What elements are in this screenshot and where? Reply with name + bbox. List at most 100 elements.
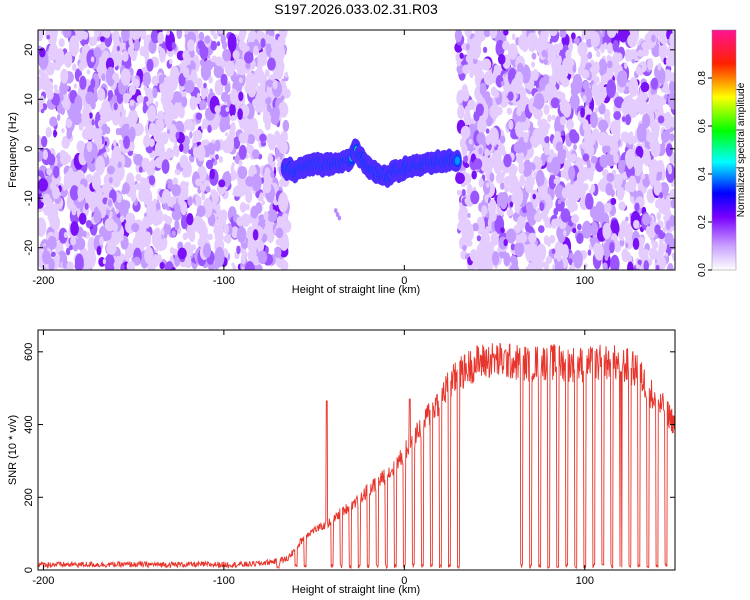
- snr-y-tick-label: 600: [23, 343, 35, 361]
- noise-speck: [485, 128, 490, 134]
- noise-speck: [226, 123, 231, 130]
- noise-speck: [138, 166, 143, 173]
- noise-speck: [105, 229, 112, 241]
- noise-speck: [553, 67, 558, 76]
- noise-speck: [236, 58, 247, 76]
- noise-speck: [664, 73, 671, 82]
- noise-speck: [167, 123, 177, 138]
- noise-speck: [207, 124, 212, 133]
- noise-speck: [199, 182, 207, 193]
- noise-speck: [157, 31, 164, 45]
- noise-speck: [489, 172, 495, 182]
- noise-speck: [38, 150, 44, 161]
- noise-speck: [157, 45, 162, 52]
- noise-speck: [220, 73, 228, 86]
- noise-speck: [661, 130, 671, 143]
- noise-speck: [558, 42, 564, 51]
- noise-speck: [527, 261, 534, 270]
- noise-speck: [538, 185, 548, 201]
- noise-speck: [101, 73, 106, 82]
- noise-speck: [543, 104, 550, 115]
- noise-speck: [133, 153, 144, 166]
- noise-speck: [648, 61, 654, 68]
- noise-speck: [534, 92, 545, 110]
- noise-speck: [467, 239, 473, 247]
- noise-speck: [280, 259, 289, 270]
- noise-speck: [225, 233, 232, 244]
- noise-speck: [613, 152, 619, 164]
- noise-speck: [610, 254, 620, 270]
- noise-speck: [111, 148, 119, 160]
- noise-speck: [263, 210, 269, 221]
- noise-speck: [149, 122, 156, 136]
- snr-y-label: SNR (10 * v/v): [7, 415, 19, 485]
- noise-speck: [470, 40, 482, 60]
- noise-speck: [104, 151, 108, 158]
- snr-y-ticks: 0 200 400 600: [23, 343, 675, 573]
- noise-speck: [112, 72, 120, 82]
- noise-speck: [482, 46, 488, 54]
- noise-speck: [633, 219, 640, 229]
- noise-speck: [85, 219, 92, 229]
- noise-speck: [627, 261, 634, 270]
- noise-speck: [147, 105, 157, 123]
- noise-speck: [110, 231, 121, 246]
- noise-speck: [90, 100, 96, 110]
- noise-speck: [667, 164, 672, 172]
- noise-speck: [497, 53, 506, 65]
- noise-speck: [142, 216, 149, 229]
- noise-speck: [593, 76, 600, 84]
- noise-speck: [38, 47, 46, 58]
- noise-speck: [218, 179, 226, 188]
- noise-speck: [550, 97, 560, 109]
- noise-speck: [456, 59, 462, 67]
- noise-speck: [179, 154, 189, 169]
- noise-speck: [236, 216, 245, 227]
- noise-speck: [52, 93, 60, 107]
- noise-speck: [59, 149, 67, 159]
- noise-speck: [611, 133, 620, 143]
- noise-speck: [215, 238, 221, 246]
- noise-speck: [567, 194, 577, 213]
- noise-speck: [164, 261, 174, 270]
- noise-speck: [88, 36, 96, 47]
- noise-speck: [128, 84, 136, 96]
- snr-y-tick-label: 400: [23, 415, 35, 433]
- noise-speck: [42, 250, 51, 265]
- noise-speck: [280, 95, 285, 101]
- noise-speck: [530, 106, 534, 113]
- noise-speck: [86, 69, 91, 75]
- noise-speck: [560, 208, 571, 223]
- noise-speck: [49, 116, 58, 127]
- noise-speck: [276, 162, 281, 167]
- noise-speck: [489, 103, 500, 120]
- noise-speck: [620, 237, 624, 242]
- noise-speck: [81, 128, 91, 140]
- noise-speck: [46, 34, 51, 40]
- noise-speck: [256, 238, 265, 252]
- noise-speck: [201, 225, 208, 236]
- noise-speck: [229, 103, 236, 117]
- noise-speck: [144, 246, 154, 265]
- noise-speck: [196, 92, 201, 101]
- noise-speck: [159, 48, 166, 63]
- noise-speck: [237, 166, 248, 179]
- noise-speck: [594, 107, 599, 113]
- noise-speck: [548, 30, 558, 37]
- noise-speck: [557, 90, 562, 98]
- snr-y-tick-label: 0: [23, 567, 35, 573]
- noise-speck: [493, 90, 500, 99]
- noise-speck: [104, 217, 115, 232]
- noise-speck: [104, 253, 115, 270]
- noise-speck: [658, 242, 666, 256]
- noise-speck: [523, 131, 529, 143]
- noise-speck: [172, 177, 179, 186]
- noise-speck: [664, 252, 669, 257]
- snr-x-tick-label: 100: [576, 575, 594, 587]
- noise-speck: [264, 69, 270, 78]
- noise-speck: [141, 157, 150, 171]
- noise-speck: [475, 33, 484, 43]
- noise-speck: [606, 60, 613, 69]
- colorbar-gradient: [712, 30, 736, 270]
- noise-speck: [494, 150, 501, 163]
